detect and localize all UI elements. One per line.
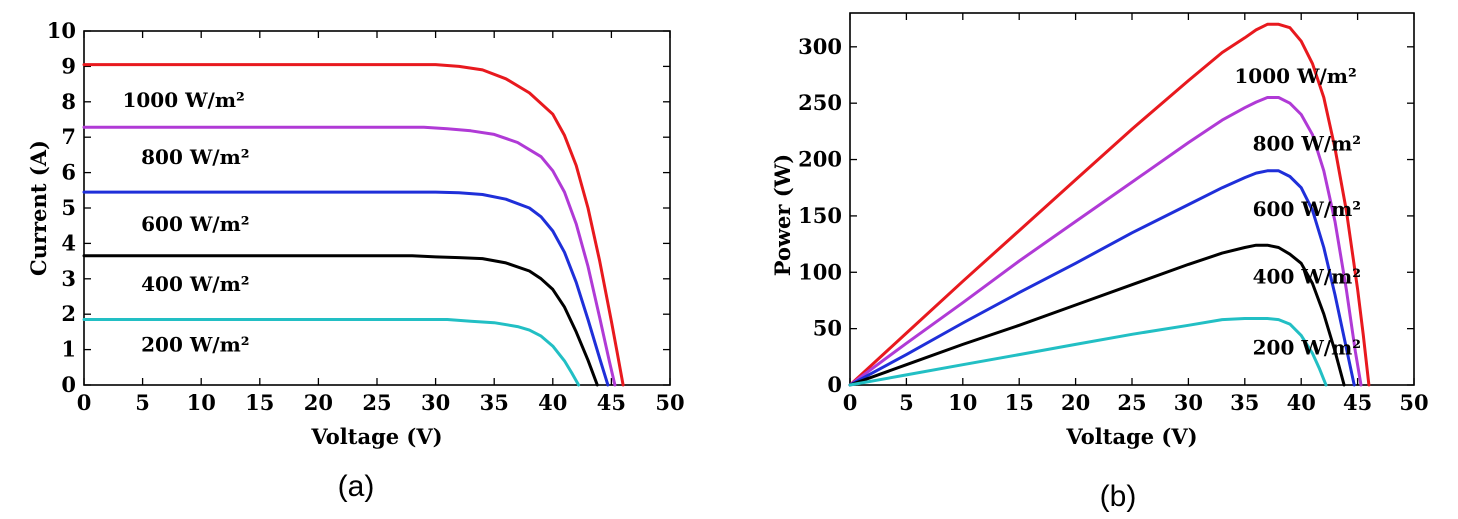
curve-label: 400 W/m²: [1253, 265, 1361, 289]
x-tick-label: 20: [304, 390, 333, 415]
curve-label: 800 W/m²: [141, 145, 249, 169]
panel-label: (b): [1100, 480, 1137, 513]
y-tick-label: 50: [813, 316, 842, 341]
x-tick-label: 0: [843, 390, 858, 415]
series-line: [848, 243, 1346, 387]
series-line: [848, 96, 1363, 387]
curve-label: 200 W/m²: [141, 332, 249, 356]
series-line: [82, 125, 617, 387]
y-tick-label: 0: [827, 372, 842, 397]
curve-label: 600 W/m²: [141, 212, 249, 236]
curve-label: 200 W/m²: [1253, 336, 1361, 360]
y-tick-label: 5: [61, 195, 76, 220]
series-line: [848, 169, 1356, 387]
y-tick-label: 0: [61, 372, 76, 397]
y-tick-label: 2: [61, 301, 76, 326]
x-axis-label: Voltage (V): [310, 424, 442, 449]
x-tick-label: 25: [362, 390, 391, 415]
x-tick-label: 5: [135, 390, 150, 415]
y-tick-label: 7: [61, 124, 76, 149]
curve-label: 600 W/m²: [1253, 197, 1361, 221]
curve-label: 400 W/m²: [141, 272, 249, 296]
x-tick-label: 15: [1005, 390, 1034, 415]
series-line: [82, 318, 581, 387]
curve-label: 1000 W/m²: [122, 88, 244, 112]
y-axis-label: Power (W): [770, 154, 795, 277]
curve-label: 800 W/m²: [1253, 132, 1361, 156]
x-tick-label: 50: [1399, 390, 1428, 415]
x-tick-label: 30: [1174, 390, 1203, 415]
y-tick-label: 150: [798, 203, 842, 228]
y-tick-label: 100: [798, 259, 842, 284]
x-tick-label: 45: [597, 390, 626, 415]
y-tick-label: 6: [61, 160, 76, 185]
series-line: [82, 254, 599, 387]
x-tick-label: 35: [1230, 390, 1259, 415]
series-line: [848, 317, 1328, 387]
x-tick-label: 45: [1343, 390, 1372, 415]
x-tick-label: 5: [899, 390, 914, 415]
x-tick-label: 35: [480, 390, 509, 415]
y-tick-label: 9: [61, 53, 76, 78]
x-tick-label: 50: [655, 390, 684, 415]
plot-frame: [849, 12, 1415, 386]
y-tick-label: 1: [61, 337, 76, 362]
y-tick-label: 200: [798, 147, 842, 172]
chart-b: 0 5 10 15 20 25 30 35 40 45 50 0 50 100 150 200 250 300 10…: [770, 12, 1429, 513]
x-tick-label: 15: [245, 390, 274, 415]
x-tick-label: 20: [1061, 390, 1090, 415]
panel-label: (a): [338, 470, 375, 503]
y-tick-label: 10: [47, 18, 76, 43]
series-line: [82, 190, 610, 387]
curve-label: 1000 W/m²: [1234, 64, 1356, 88]
x-tick-label: 0: [77, 390, 92, 415]
y-tick-label: 300: [798, 34, 842, 59]
y-tick-label: 250: [798, 90, 842, 115]
x-tick-label: 40: [1287, 390, 1316, 415]
x-tick-label: 30: [421, 390, 450, 415]
y-axis-label: Current (A): [26, 140, 51, 276]
y-tick-label: 3: [61, 266, 76, 291]
x-tick-label: 10: [187, 390, 216, 415]
series-line: [848, 22, 1371, 387]
x-tick-label: 25: [1117, 390, 1146, 415]
x-axis-label: Voltage (V): [1065, 424, 1197, 449]
x-tick-label: 10: [948, 390, 977, 415]
y-tick-label: 4: [61, 230, 76, 255]
x-tick-label: 40: [538, 390, 567, 415]
y-tick-label: 8: [61, 89, 76, 114]
series-line: [82, 63, 625, 387]
